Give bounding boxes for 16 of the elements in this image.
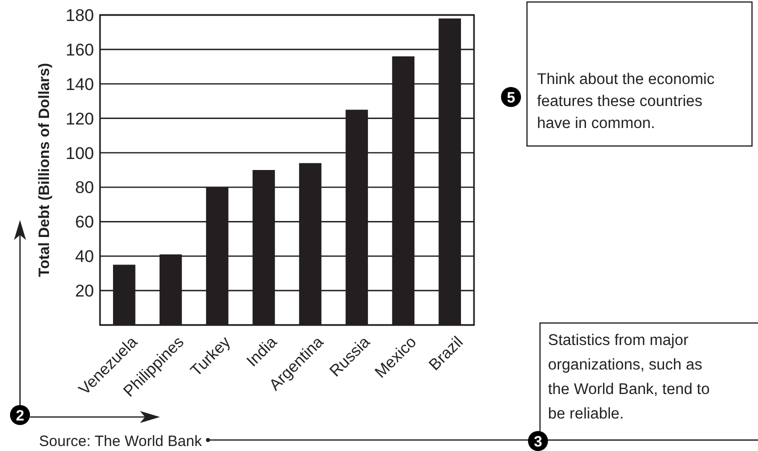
text: 2 <box>16 408 24 424</box>
y-tick-label: 20 <box>75 282 94 301</box>
text: Think about the economic features these countries have in common. <box>537 71 715 132</box>
y-tick-label: 140 <box>66 74 94 94</box>
source-note: Source: The World Bank <box>39 433 202 450</box>
text: 3 <box>534 434 542 450</box>
y-tick-label: 120 <box>66 109 94 128</box>
text: 5 <box>506 90 516 106</box>
y-tick-label: 180 <box>66 6 94 25</box>
y-tick-label: 160 <box>66 40 94 60</box>
y-tick-label: 100 <box>66 144 94 163</box>
y-axis-title: Total Debt (Billions of Dollars) <box>36 63 53 277</box>
text: Statistics from major organizations, such as the World Bank, tend to be reliable. <box>548 332 710 422</box>
y-tick-label: 40 <box>75 247 94 266</box>
y-tick-label: 60 <box>75 212 94 232</box>
y-tick-label: 80 <box>75 178 94 198</box>
